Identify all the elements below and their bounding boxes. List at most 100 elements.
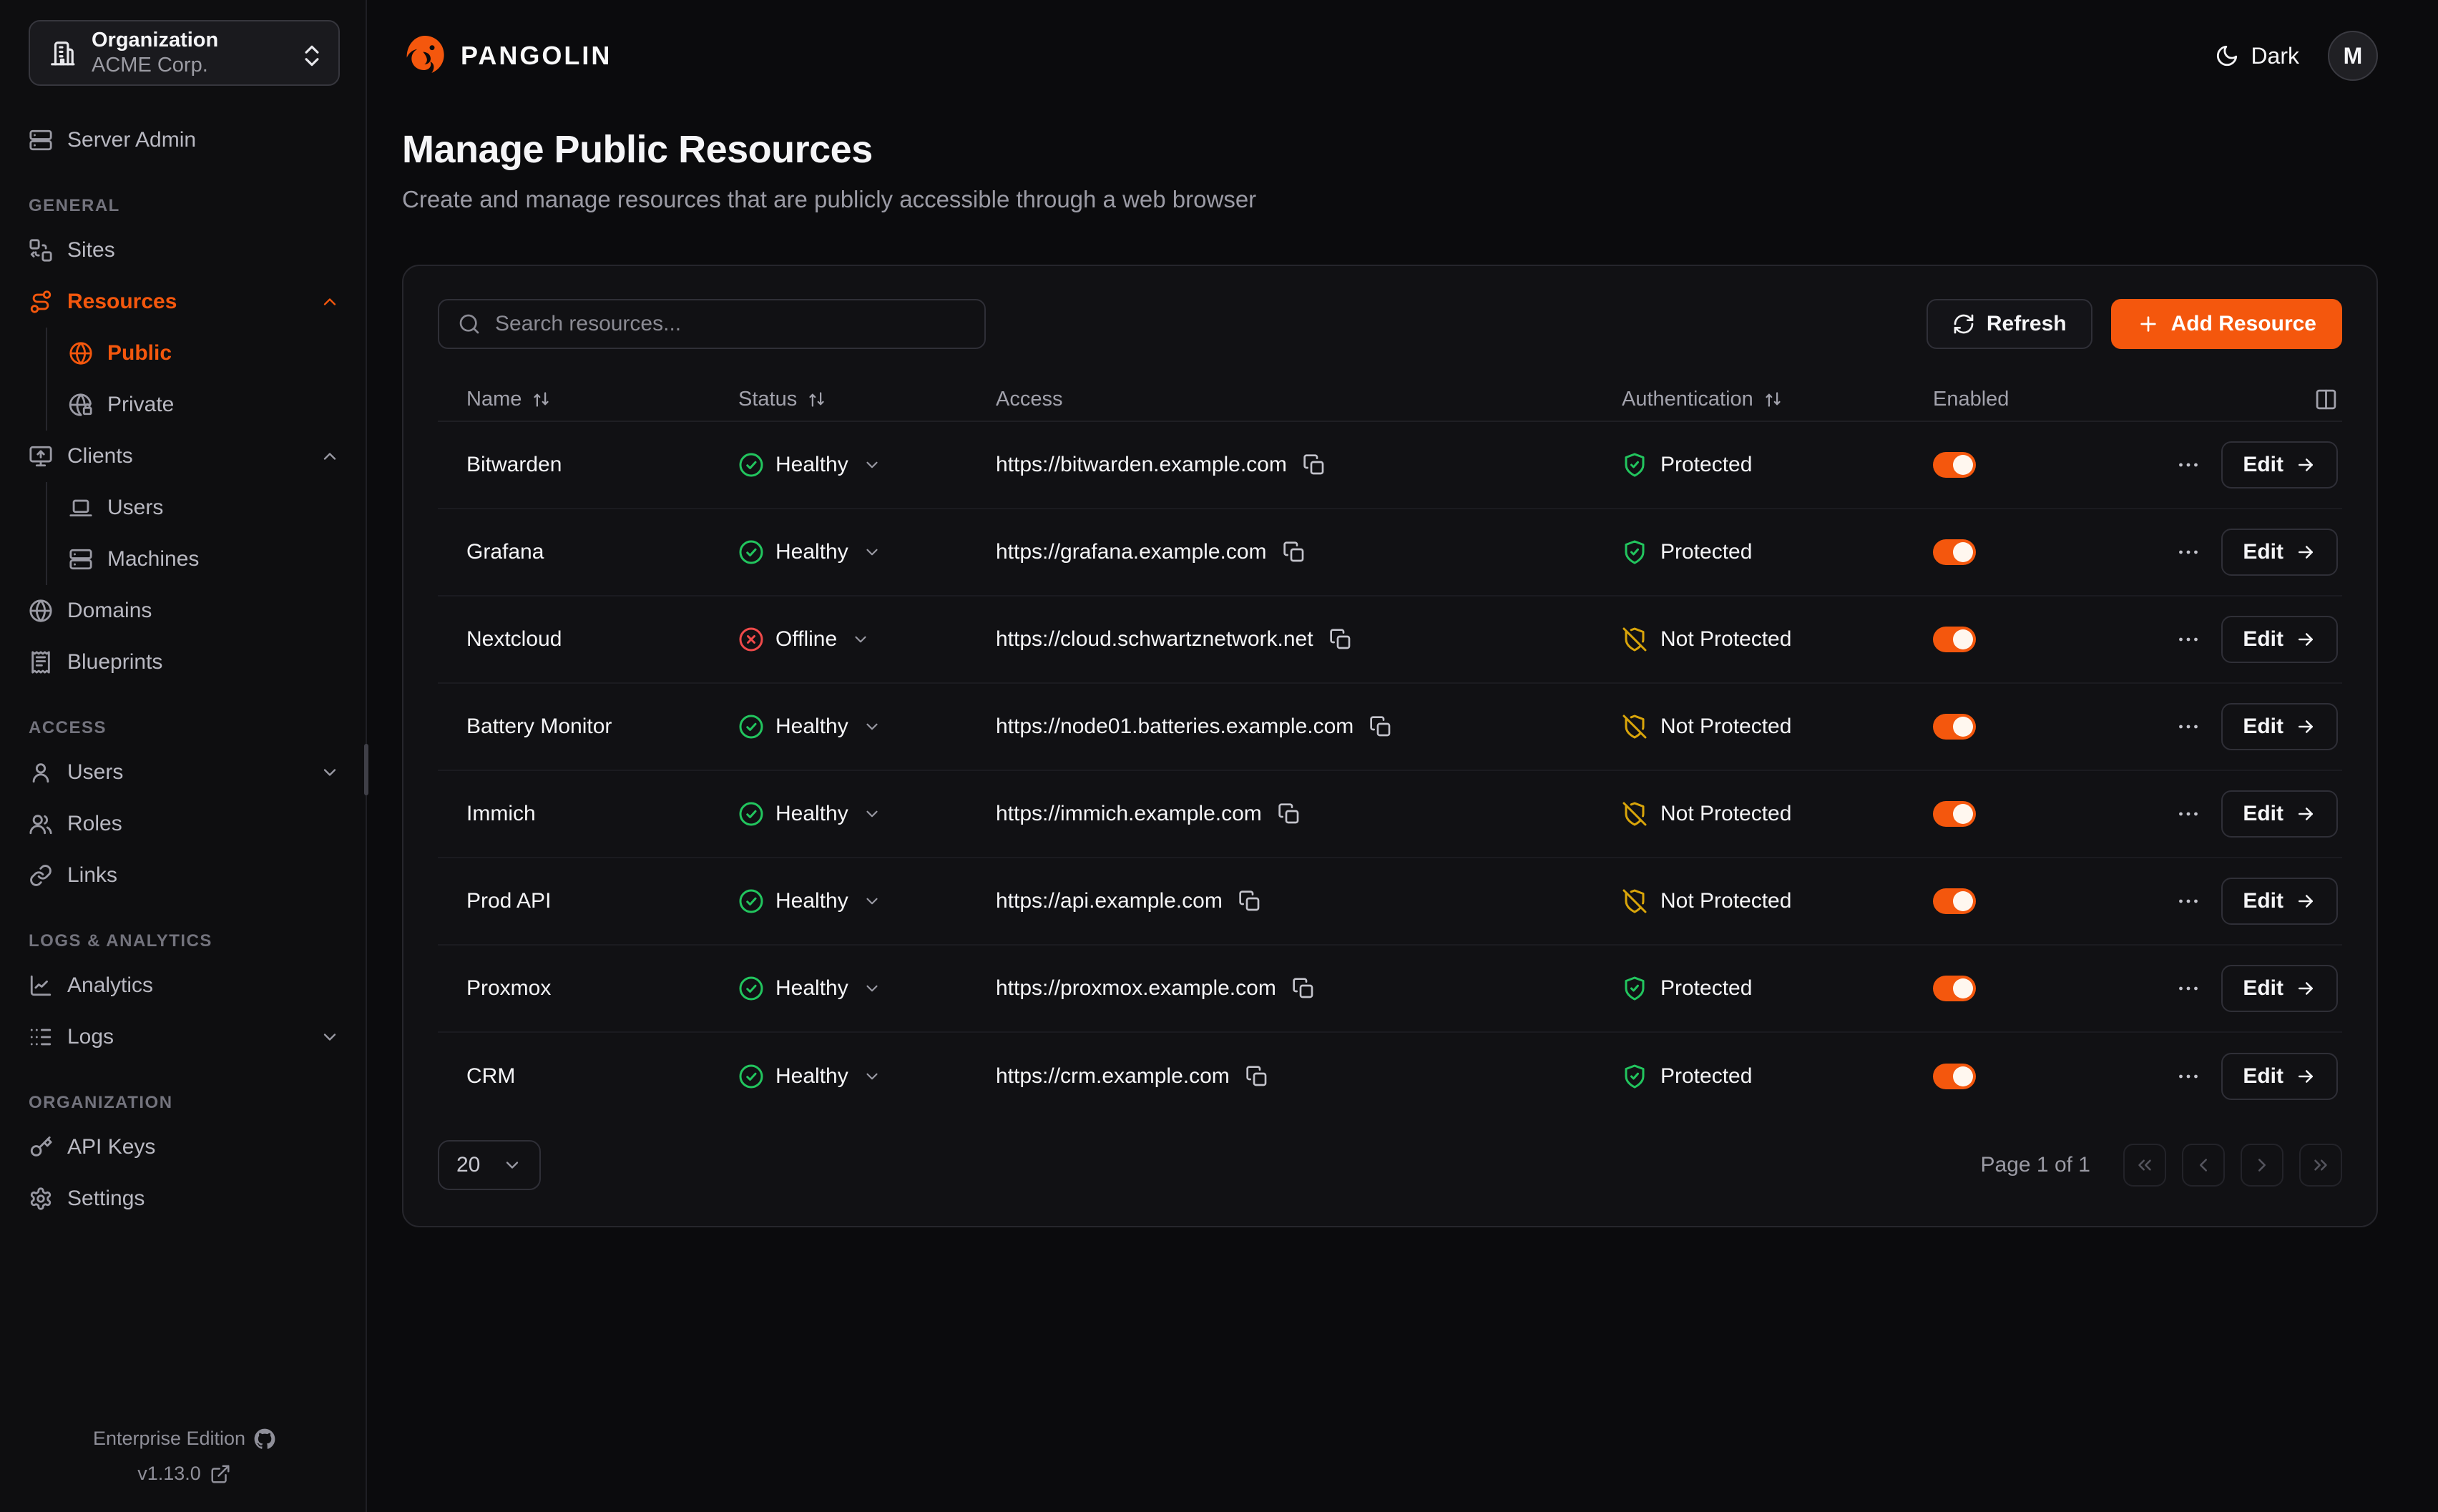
edit-button[interactable]: Edit xyxy=(2221,703,2338,750)
sidebar-item-resources[interactable]: Resources xyxy=(29,276,340,328)
sidebar-item-logs[interactable]: Logs xyxy=(29,1011,340,1063)
copy-url-button[interactable] xyxy=(1245,1065,1268,1088)
next-page-button[interactable] xyxy=(2241,1144,2283,1187)
row-menu-button[interactable] xyxy=(2175,976,2201,1001)
sidebar-item-domains[interactable]: Domains xyxy=(29,585,340,637)
row-menu-button[interactable] xyxy=(2175,1064,2201,1089)
enabled-toggle[interactable] xyxy=(1933,801,1976,827)
enabled-toggle[interactable] xyxy=(1933,976,1976,1001)
resource-name: Immich xyxy=(466,802,536,825)
table-row: Prod API Healthy https://api.example.com… xyxy=(438,858,2342,946)
chevron-down-icon xyxy=(863,543,881,561)
resource-url: https://grafana.example.com xyxy=(996,540,1267,564)
edit-button[interactable]: Edit xyxy=(2221,965,2338,1012)
refresh-button[interactable]: Refresh xyxy=(1926,299,2092,349)
resource-name: Bitwarden xyxy=(466,453,562,476)
avatar[interactable]: M xyxy=(2328,31,2378,81)
status-dropdown[interactable]: Healthy xyxy=(738,1064,881,1089)
circle-check-icon xyxy=(738,801,764,827)
last-page-button[interactable] xyxy=(2299,1144,2342,1187)
sidebar-item-links[interactable]: Links xyxy=(29,850,340,901)
sidebar-item-server-admin[interactable]: Server Admin xyxy=(29,114,340,166)
search-input[interactable] xyxy=(495,312,966,336)
chevron-up-icon xyxy=(320,446,340,466)
auth-label: Not Protected xyxy=(1660,802,1792,825)
enabled-toggle[interactable] xyxy=(1933,888,1976,914)
row-menu-button[interactable] xyxy=(2175,452,2201,478)
copy-url-button[interactable] xyxy=(1292,977,1315,1000)
table-footer: 20 Page 1 of 1 xyxy=(438,1140,2342,1190)
enabled-toggle[interactable] xyxy=(1933,452,1976,478)
status-dropdown[interactable]: Offline xyxy=(738,627,870,652)
enabled-toggle[interactable] xyxy=(1933,627,1976,652)
edit-button[interactable]: Edit xyxy=(2221,529,2338,576)
page-size-select[interactable]: 20 xyxy=(438,1140,541,1190)
github-icon[interactable] xyxy=(254,1428,275,1450)
enabled-toggle[interactable] xyxy=(1933,1064,1976,1089)
sidebar-item-sites[interactable]: Sites xyxy=(29,225,340,276)
sidebar-item-users[interactable]: Users xyxy=(29,747,340,798)
copy-url-button[interactable] xyxy=(1369,715,1392,738)
theme-toggle[interactable]: Dark xyxy=(2215,43,2299,69)
add-resource-button[interactable]: Add Resource xyxy=(2110,299,2342,349)
previous-page-button[interactable] xyxy=(2182,1144,2225,1187)
table-row: Proxmox Healthy https://proxmox.example.… xyxy=(438,946,2342,1033)
edit-button[interactable]: Edit xyxy=(2221,1053,2338,1100)
status-dropdown[interactable]: Healthy xyxy=(738,888,881,914)
sidebar-resize-handle[interactable] xyxy=(364,744,368,795)
sidebar-item-blueprints[interactable]: Blueprints xyxy=(29,637,340,688)
edit-label: Edit xyxy=(2243,889,2283,913)
enabled-toggle[interactable] xyxy=(1933,539,1976,565)
status-dropdown[interactable]: Healthy xyxy=(738,801,881,827)
column-visibility-button[interactable] xyxy=(2314,388,2338,411)
sidebar-item-public[interactable]: Public xyxy=(69,328,340,379)
status-label: Healthy xyxy=(775,976,848,1000)
edit-button[interactable]: Edit xyxy=(2221,441,2338,489)
sidebar-item-clients[interactable]: Clients xyxy=(29,431,340,482)
resource-name: Battery Monitor xyxy=(466,715,612,738)
column-header-authentication[interactable]: Authentication xyxy=(1622,388,1933,411)
topbar-actions: Dark M xyxy=(2215,31,2378,81)
column-header-status[interactable]: Status xyxy=(738,388,996,411)
row-menu-button[interactable] xyxy=(2175,627,2201,652)
resource-url: https://api.example.com xyxy=(996,889,1223,913)
first-page-button[interactable] xyxy=(2123,1144,2166,1187)
sidebar-item-private[interactable]: Private xyxy=(69,379,340,431)
sidebar-item-roles[interactable]: Roles xyxy=(29,798,340,850)
globe-lock-icon xyxy=(69,393,93,417)
search-box xyxy=(438,299,986,349)
chevron-down-icon xyxy=(502,1155,522,1175)
status-dropdown[interactable]: Healthy xyxy=(738,539,881,565)
edit-button[interactable]: Edit xyxy=(2221,616,2338,663)
status-dropdown[interactable]: Healthy xyxy=(738,714,881,740)
copy-url-button[interactable] xyxy=(1303,453,1326,476)
row-menu-button[interactable] xyxy=(2175,714,2201,740)
resource-name: Nextcloud xyxy=(466,627,562,651)
sidebar-item-settings[interactable]: Settings xyxy=(29,1173,340,1224)
org-switcher[interactable]: Organization ACME Corp. xyxy=(29,20,340,86)
status-dropdown[interactable]: Healthy xyxy=(738,452,881,478)
enabled-toggle[interactable] xyxy=(1933,714,1976,740)
row-menu-button[interactable] xyxy=(2175,539,2201,565)
copy-url-button[interactable] xyxy=(1238,890,1261,913)
status-dropdown[interactable]: Healthy xyxy=(738,976,881,1001)
org-switcher-label: Organization xyxy=(92,28,219,51)
copy-url-button[interactable] xyxy=(1329,628,1352,651)
edit-button[interactable]: Edit xyxy=(2221,790,2338,838)
circle-check-icon xyxy=(738,714,764,740)
avatar-initial: M xyxy=(2343,42,2363,69)
chevron-down-icon xyxy=(863,805,881,823)
sidebar-item-analytics[interactable]: Analytics xyxy=(29,960,340,1011)
copy-url-button[interactable] xyxy=(1278,802,1301,825)
sidebar-item-api-keys[interactable]: API Keys xyxy=(29,1121,340,1173)
sidebar-item-machines[interactable]: Machines xyxy=(69,534,340,585)
gear-icon xyxy=(29,1187,53,1211)
copy-url-button[interactable] xyxy=(1283,541,1306,564)
shield-check-icon xyxy=(1622,539,1648,565)
sidebar-item-client-users[interactable]: Users xyxy=(69,482,340,534)
edit-button[interactable]: Edit xyxy=(2221,878,2338,925)
external-link-icon[interactable] xyxy=(210,1463,231,1485)
column-header-name[interactable]: Name xyxy=(466,388,738,411)
row-menu-button[interactable] xyxy=(2175,888,2201,914)
row-menu-button[interactable] xyxy=(2175,801,2201,827)
